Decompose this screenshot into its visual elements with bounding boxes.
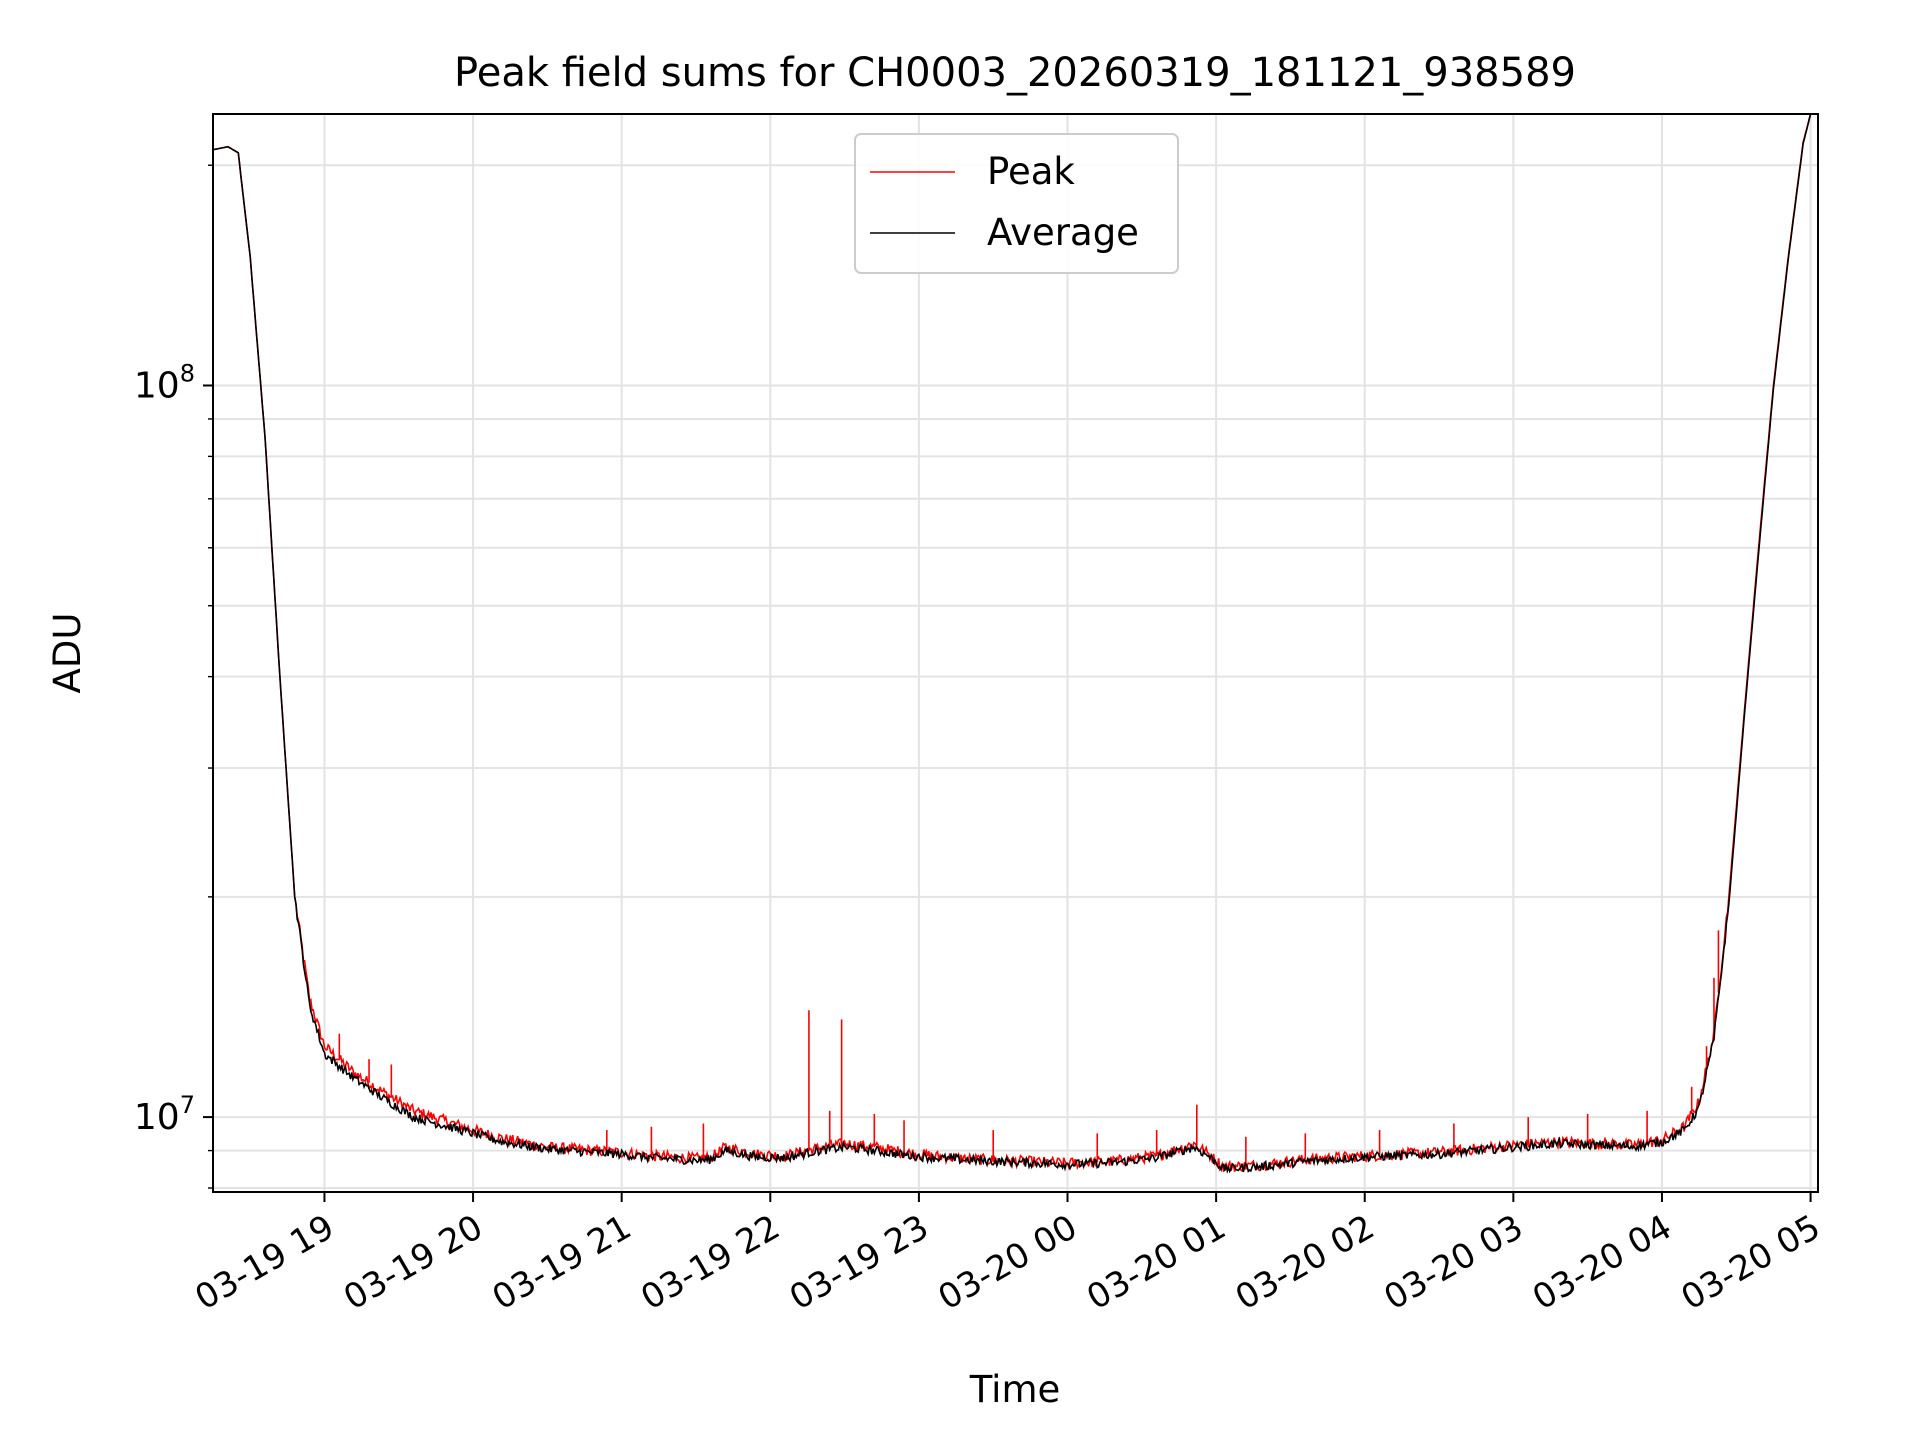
plot-frame — [212, 113, 1819, 1193]
legend-label-average: Average — [987, 211, 1139, 254]
grid-layer — [213, 114, 1818, 1192]
x-axis-label: Time — [969, 1368, 1061, 1411]
y-tick-label-exponent: 7 — [180, 1091, 195, 1119]
y-tick-label: 108 — [134, 359, 195, 406]
series-line-peak — [213, 114, 1812, 1173]
y-tick-label-base: 10 — [134, 1097, 180, 1138]
series-layer — [213, 114, 1812, 1174]
y-tick-label: 107 — [134, 1091, 195, 1138]
y-axis-label: ADU — [46, 613, 89, 694]
legend-box — [854, 133, 1179, 274]
chart-title: Peak field sums for CH0003_20260319_1811… — [454, 50, 1576, 96]
series-line-average — [213, 114, 1812, 1174]
legend-label-peak: Peak — [987, 150, 1075, 193]
y-tick-label-base: 10 — [134, 365, 180, 406]
y-tick-label-exponent: 8 — [180, 359, 195, 387]
legend: Peak Average — [854, 133, 1179, 274]
